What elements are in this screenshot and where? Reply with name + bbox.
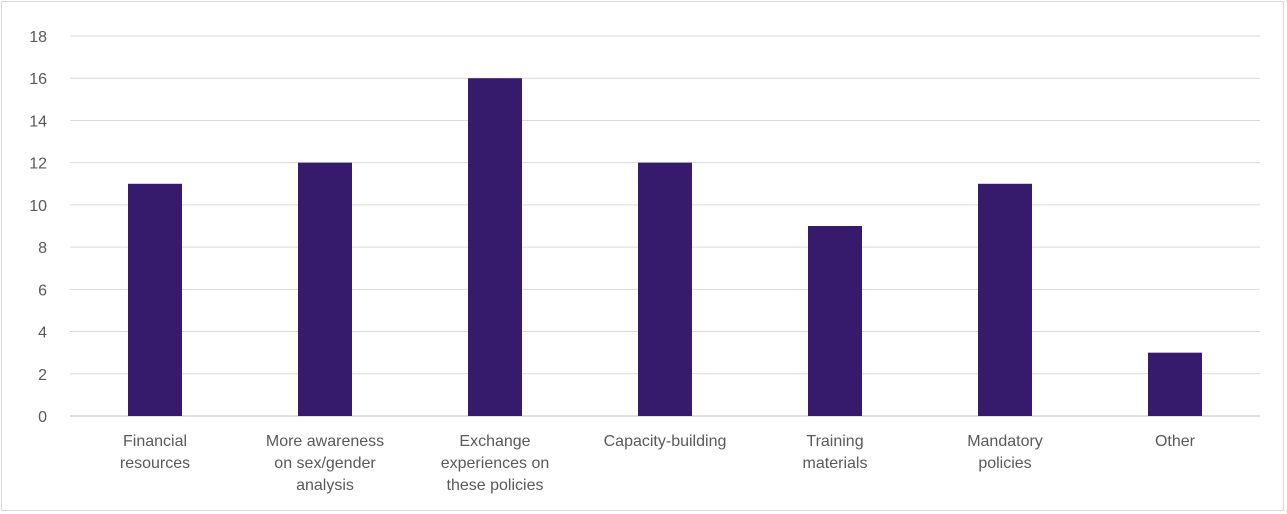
x-category-label: materials bbox=[803, 455, 868, 472]
x-category-label: analysis bbox=[296, 477, 354, 494]
x-category-label: Capacity-building bbox=[604, 433, 727, 450]
x-category-label: Training bbox=[806, 433, 863, 450]
y-tick-label: 6 bbox=[38, 282, 47, 299]
x-category-label: More awareness bbox=[266, 433, 384, 450]
x-category-label: on sex/gender bbox=[274, 455, 376, 472]
x-category-label: Other bbox=[1155, 433, 1196, 450]
x-category-label: experiences on bbox=[441, 455, 550, 472]
y-tick-label: 4 bbox=[38, 325, 47, 342]
y-tick-label: 18 bbox=[29, 29, 47, 46]
bar-6 bbox=[1148, 352, 1202, 416]
x-category-label: resources bbox=[120, 455, 190, 472]
x-category-label: Exchange bbox=[459, 433, 530, 450]
y-tick-label: 16 bbox=[29, 71, 47, 88]
x-category-label: these policies bbox=[447, 477, 544, 494]
y-tick-label: 14 bbox=[29, 113, 47, 130]
bar-3 bbox=[638, 162, 692, 416]
x-category-label: Mandatory bbox=[967, 433, 1043, 450]
y-axis-tick-labels: 0 2 4 6 8 10 12 14 16 18 bbox=[29, 29, 47, 426]
bar-4 bbox=[808, 226, 862, 416]
y-tick-label: 12 bbox=[29, 156, 47, 173]
x-category-label: Financial bbox=[123, 433, 187, 450]
y-tick-label: 2 bbox=[38, 367, 47, 384]
bar-1 bbox=[298, 162, 352, 416]
bar-0 bbox=[128, 183, 182, 416]
bar-5 bbox=[978, 183, 1032, 416]
bars bbox=[128, 78, 1202, 416]
x-category-label: policies bbox=[978, 455, 1031, 472]
y-tick-label: 0 bbox=[38, 409, 47, 426]
y-tick-label: 10 bbox=[29, 198, 47, 215]
y-tick-label: 8 bbox=[38, 240, 47, 257]
bar-2 bbox=[468, 78, 522, 416]
x-axis-category-labels: Financial resources More awareness on sex/g… bbox=[120, 433, 1196, 494]
gridlines bbox=[70, 35, 1260, 417]
